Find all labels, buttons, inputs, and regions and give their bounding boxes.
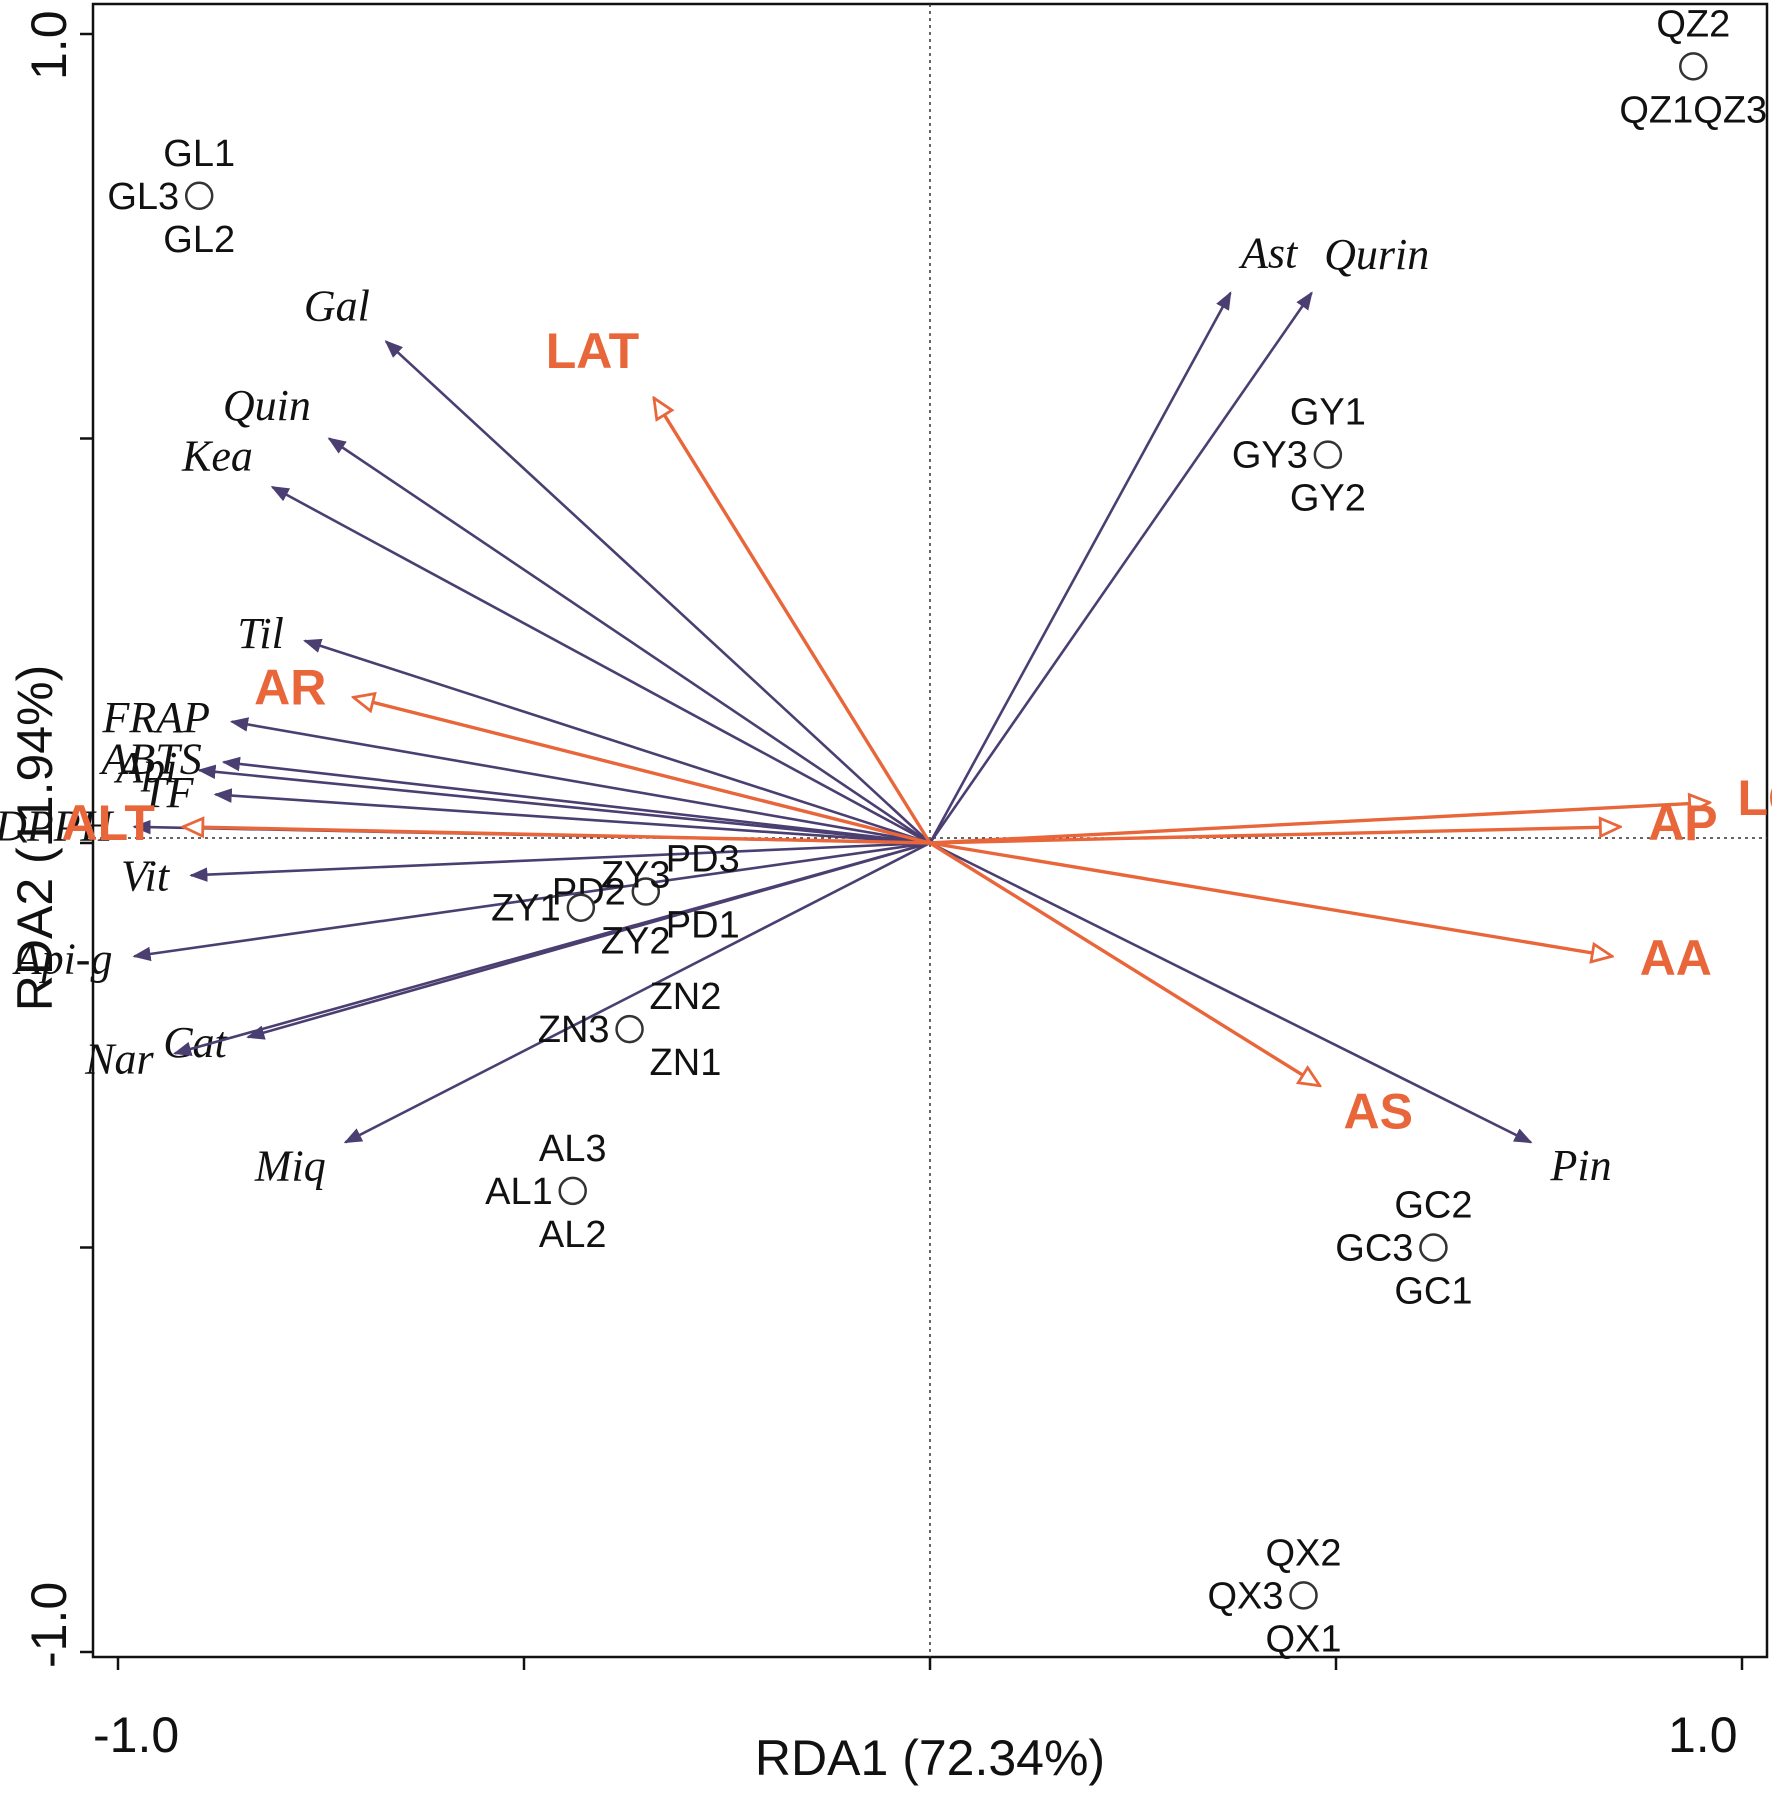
y-tick-label-min: -1.0 <box>21 1582 77 1668</box>
explanatory-arrow-ap <box>929 827 1620 845</box>
explanatory-label-alt: ALT <box>61 795 154 851</box>
sample-point-2 <box>1313 440 1343 469</box>
sample-label-al3: AL3 <box>539 1128 607 1170</box>
explanatory-arrow-alt <box>183 827 931 845</box>
sample-point-0 <box>184 181 214 211</box>
response-arrow-gal <box>384 340 931 844</box>
sample-label-gc2: GC2 <box>1394 1185 1472 1227</box>
sample-label-qx3: QX3 <box>1207 1575 1283 1617</box>
explanatory-label-aa: AA <box>1640 930 1712 986</box>
response-label-cat: Cat <box>163 1018 228 1067</box>
response-label-pin: Pin <box>1550 1141 1612 1190</box>
sample-label-al2: AL2 <box>539 1214 607 1256</box>
sample-label-zy3: ZY3 <box>601 855 671 897</box>
response-arrow-quin <box>327 437 931 845</box>
explanatory-label-as: AS <box>1344 1084 1413 1140</box>
response-label-api: Api <box>113 743 177 792</box>
sample-label-al1: AL1 <box>485 1171 553 1213</box>
response-label-vit: Vit <box>121 851 171 900</box>
sample-label-gl3: GL3 <box>107 176 179 218</box>
explanatory-label-lon: LON <box>1737 770 1772 826</box>
sample-point-7 <box>1419 1233 1448 1262</box>
sample-point-4 <box>566 893 596 922</box>
explanatory-label-ar: AR <box>254 659 326 715</box>
response-arrow-vit <box>189 841 931 882</box>
sample-point-5 <box>615 1014 644 1044</box>
sample-label-qx1: QX1 <box>1265 1618 1341 1660</box>
y-tick-label-max: 1.0 <box>21 10 77 80</box>
sample-label-zn2: ZN2 <box>650 976 722 1018</box>
y-axis-title: RDA2 (11.94%) <box>7 665 63 1011</box>
axis-ticks <box>80 32 1744 1670</box>
sample-points: GL1GL3GL2QZ2QZ1QZ3GY1GY3GY2PD3PD2PD1ZY3Z… <box>107 3 1767 1660</box>
explanatory-arrow-ar <box>353 697 931 845</box>
response-arrow-frap <box>229 717 931 845</box>
response-arrow-kea <box>270 485 931 845</box>
sample-label-gy3: GY3 <box>1232 435 1308 477</box>
response-arrow-api-g <box>132 841 931 962</box>
response-label-nar: Nar <box>84 1034 154 1083</box>
response-label-tf: TF <box>142 768 194 817</box>
sample-label-gc3: GC3 <box>1335 1228 1413 1270</box>
explanatory-label-ap: AP <box>1648 795 1717 851</box>
sample-label-zn1: ZN1 <box>650 1042 722 1084</box>
response-label-abts: ABTS <box>98 735 201 784</box>
response-label-quin: Quin <box>223 381 311 430</box>
response-label-frap: FRAP <box>101 693 210 742</box>
explanatory-arrow-as <box>929 841 1320 1086</box>
response-arrow-til <box>303 638 931 845</box>
explanatory-arrow-lon <box>929 803 1710 845</box>
sample-label-zn3: ZN3 <box>538 1009 610 1051</box>
explanatory-arrows: LAT AR ALT LON AP AA AS <box>61 323 1772 1139</box>
sample-label-qx2: QX2 <box>1265 1532 1341 1574</box>
response-arrow-tf <box>213 788 931 845</box>
sample-label-pd1: PD1 <box>666 905 740 947</box>
response-arrow-api <box>197 764 931 845</box>
response-arrow-qurin <box>928 291 1313 844</box>
sample-point-3 <box>631 877 661 906</box>
sample-point-1 <box>1679 52 1708 81</box>
response-label-miq: Miq <box>254 1141 326 1190</box>
explanatory-label-lat: LAT <box>546 323 639 379</box>
response-label-qurin: Qurin <box>1324 230 1429 279</box>
response-arrow-ast <box>928 291 1232 844</box>
sample-label-zy2: ZY2 <box>601 921 671 963</box>
x-axis-title: RDA1 (72.34%) <box>755 1730 1105 1786</box>
sample-label-gy2: GY2 <box>1290 478 1366 520</box>
explanatory-arrow-lat <box>654 398 932 844</box>
sample-label-pd3: PD3 <box>666 839 740 881</box>
sample-label-qz2: QZ2 <box>1656 3 1730 45</box>
sample-label-gl2: GL2 <box>163 219 235 261</box>
response-arrow-abts <box>221 756 931 845</box>
sample-label-gc1: GC1 <box>1394 1271 1472 1313</box>
sample-point-8 <box>1289 1581 1318 1610</box>
response-arrow-pin <box>929 841 1533 1144</box>
x-tick-label-max: 1.0 <box>1668 1707 1738 1763</box>
sample-label-gl1: GL1 <box>163 133 235 175</box>
response-label-til: Til <box>237 609 284 658</box>
sample-point-6 <box>558 1176 587 1206</box>
sample-label-qz1qz3: QZ1QZ3 <box>1619 89 1767 131</box>
response-label-gal: Gal <box>304 281 370 330</box>
response-label-dpph: DPPH <box>0 801 114 850</box>
sample-label-gy1: GY1 <box>1290 392 1366 434</box>
response-label-api-g: Api-g <box>12 934 113 983</box>
response-label-kea: Kea <box>181 432 253 481</box>
sample-label-zy1: ZY1 <box>491 888 561 930</box>
response-label-ast: Ast <box>1238 229 1299 278</box>
response-arrow-nar <box>173 841 931 1056</box>
response-arrow-miq <box>343 841 931 1144</box>
x-tick-label-min: -1.0 <box>93 1707 179 1763</box>
explanatory-arrow-aa <box>929 841 1612 956</box>
